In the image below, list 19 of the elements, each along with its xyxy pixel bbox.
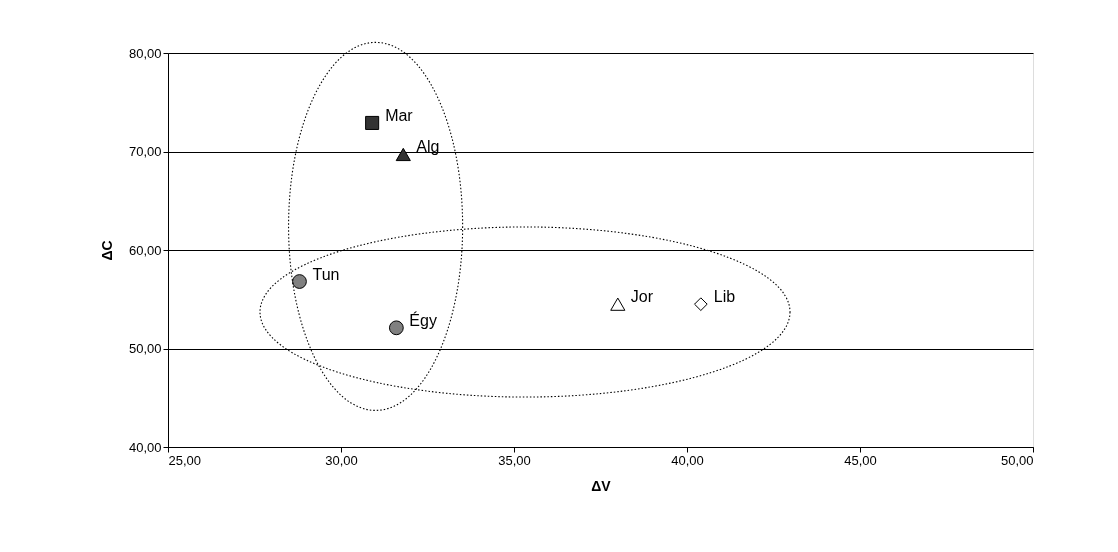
y-tick-label: 80,00 [128, 45, 162, 61]
series-label: Mar [385, 106, 414, 124]
series-label: Alg [416, 138, 440, 156]
x-tick-label: 50,00 [1000, 452, 1034, 468]
x-tick-label: 45,00 [844, 452, 877, 468]
y-axis-title: ΔC [98, 240, 115, 261]
y-tick-label: 60,00 [128, 242, 162, 258]
y-tick-label: 50,00 [128, 341, 162, 356]
series-label: Jor [630, 288, 654, 306]
x-axis-title: ΔV [591, 477, 612, 494]
series-label: Tun [312, 265, 340, 283]
series-label: Lib [713, 288, 736, 306]
x-tick-label: 40,00 [671, 452, 704, 468]
x-tick-label: 35,00 [498, 452, 531, 468]
y-tick-label: 40,00 [128, 439, 162, 455]
series-label: Égy [409, 310, 437, 329]
x-tick-label: 25,00 [168, 452, 202, 468]
y-tick-label: 70,00 [128, 144, 162, 159]
x-tick-label: 30,00 [325, 452, 358, 468]
